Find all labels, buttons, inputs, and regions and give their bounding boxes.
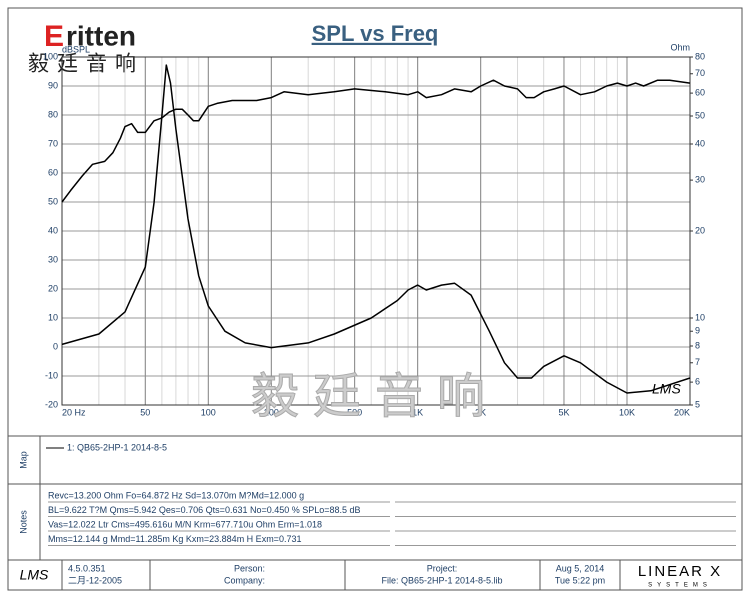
y-tick-label: 10 <box>48 312 58 322</box>
x-tick-label: 20 Hz <box>62 407 86 417</box>
series-line <box>61 79 691 203</box>
x-tick-label: 50 <box>140 407 150 417</box>
footer-vendor: LINEAR X <box>638 563 722 580</box>
y2-tick-label: 30 <box>695 174 705 184</box>
y-axis-label: dBSPL <box>62 44 90 54</box>
y-tick-label: 0 <box>53 341 58 351</box>
y2-tick-label: 50 <box>695 110 705 120</box>
footer-file: File: QB65-2HP-1 2014-8-5.lib <box>381 575 502 585</box>
footer-version: 4.5.0.351 <box>68 563 106 573</box>
y2-tick-label: 80 <box>695 51 705 61</box>
x-tick-label: 200 <box>264 407 279 417</box>
plot: -20 -10 0 10 20 30 40 50 60 70 80 90 100 5 6 7 8 9 10 20 30 4… <box>43 51 705 417</box>
x-tick-label: 20K <box>674 407 690 417</box>
y-tick-label: 60 <box>48 167 58 177</box>
frame <box>7 7 743 591</box>
x-tick-label: 2K <box>475 407 486 417</box>
logo-initial: E <box>44 20 64 53</box>
y-tick-label: 90 <box>48 80 58 90</box>
chart-title: SPL vs Freq <box>312 21 439 46</box>
note-line: Revc=13.200 Ohm Fo=64.872 Hz Sd=13.070m … <box>48 490 304 500</box>
y2-tick-label: 20 <box>695 225 705 235</box>
footer-build: 二月-12-2005 <box>68 575 122 585</box>
footer-person: Person: <box>234 563 265 573</box>
note-line: BL=9.622 T?M Qms=5.942 Qes=0.706 Qts=0.6… <box>48 505 361 515</box>
y-tick-label: 70 <box>48 138 58 148</box>
notes: Revc=13.200 Ohm Fo=64.872 Hz Sd=13.070m … <box>48 490 736 546</box>
y2-axis-label: Ohm <box>670 42 690 52</box>
map-label: Map <box>18 451 28 469</box>
footer-time: Tue 5:22 pm <box>555 575 605 585</box>
legend-entry: 1: QB65-2HP-1 2014-8-5 <box>67 442 167 452</box>
y2-tick-label: 10 <box>695 312 705 322</box>
y-tick-label: 80 <box>48 109 58 119</box>
x-tick-label: 100 <box>201 407 216 417</box>
x-tick-label: 5K <box>558 407 569 417</box>
logo-chinese: 毅廷音响 <box>28 53 144 76</box>
y-tick-label: -10 <box>45 370 58 380</box>
y2-tick-label: 6 <box>695 376 700 386</box>
watermark: 毅廷音响 <box>251 371 499 424</box>
y2-tick-label: 5 <box>695 399 700 409</box>
y2-tick-label: 70 <box>695 68 705 78</box>
y2-tick-label: 8 <box>695 340 700 350</box>
notes-label: Notes <box>18 510 28 534</box>
y2-tick-label: 60 <box>695 87 705 97</box>
y-tick-label: 100 <box>43 51 58 61</box>
signature: LMS <box>652 381 681 397</box>
logo-brand: ritten <box>66 20 136 51</box>
series-line <box>61 64 691 394</box>
x-tick-label: 10K <box>619 407 635 417</box>
y-tick-label: 50 <box>48 196 58 206</box>
x-tick-label: 1K <box>412 407 423 417</box>
note-line: Vas=12.022 Ltr Cms=495.616u M/N Krm=677.… <box>48 519 322 529</box>
y2-tick-label: 40 <box>695 138 705 148</box>
footer-date: Aug 5, 2014 <box>556 563 605 573</box>
plot-border <box>61 56 691 406</box>
x-tick-label: 500 <box>347 407 362 417</box>
footer-company: Company: <box>224 575 265 585</box>
footer-app: LMS <box>20 567 49 583</box>
y-tick-label: 30 <box>48 254 58 264</box>
footer-vendor-sub: SYSTEMS <box>648 583 712 589</box>
note-line: Mms=12.144 g Mmd=11.285m Kg Kxm=23.884m … <box>48 534 301 544</box>
y2-tick-label: 7 <box>695 357 700 367</box>
footer-project: Project: <box>427 563 458 573</box>
y-tick-label: 40 <box>48 225 58 235</box>
y2-tick-label: 9 <box>695 326 700 336</box>
y-tick-label: -20 <box>45 399 58 409</box>
y-tick-label: 20 <box>48 283 58 293</box>
